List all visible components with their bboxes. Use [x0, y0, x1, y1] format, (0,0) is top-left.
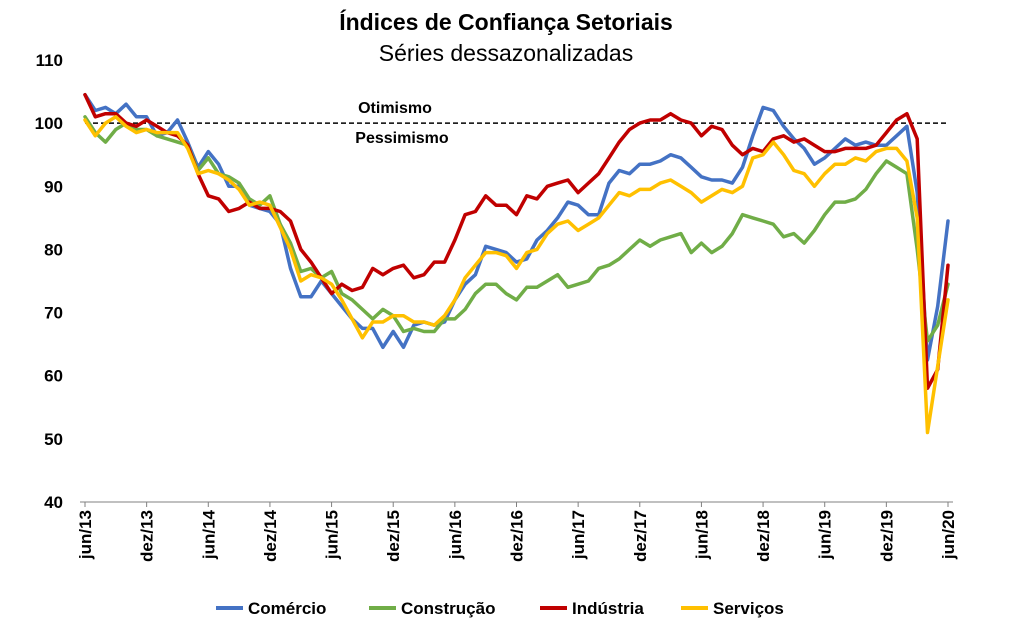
series-line-0: [83, 92, 950, 362]
x-tick-label: jun/17: [569, 510, 588, 560]
y-tick-label: 110: [36, 51, 63, 70]
reference-label-below: Pessimismo: [355, 130, 449, 147]
legend-label: Indústria: [572, 599, 644, 618]
x-tick-label: jun/19: [816, 510, 835, 560]
x-tick-label: dez/16: [508, 510, 527, 562]
chart-subtitle: Séries dessazonalizadas: [379, 40, 633, 66]
y-tick-label: 60: [44, 367, 63, 386]
x-tick-label: dez/19: [877, 510, 896, 562]
x-tick-label: jun/18: [692, 510, 711, 560]
legend-label: Construção: [401, 599, 495, 618]
x-tick-label: jun/20: [939, 510, 958, 560]
y-tick-label: 80: [44, 240, 63, 259]
x-tick-label: dez/17: [631, 510, 650, 562]
x-axis-tick-labels: jun/13 dez/13 jun/14 dez/14 jun/15 dez/15 jun/…: [76, 502, 958, 562]
y-axis-tick-labels: 110 100 90 80 70 60 50 40: [35, 51, 63, 512]
x-tick-label: jun/15: [323, 510, 342, 560]
x-tick-label: jun/16: [446, 510, 465, 560]
series-line-2: [83, 92, 950, 391]
legend-label: Comércio: [248, 599, 326, 618]
legend: Comércio Construção Indústria Serviços: [216, 599, 784, 618]
y-tick-label: 40: [44, 493, 63, 512]
x-tick-label: dez/18: [754, 510, 773, 562]
y-tick-label: 50: [44, 430, 63, 449]
legend-label: Serviços: [713, 599, 784, 618]
x-tick-label: jun/14: [199, 509, 218, 560]
reference-label-above: Otimismo: [358, 100, 432, 117]
x-tick-label: dez/13: [138, 510, 157, 562]
y-tick-label: 100: [35, 114, 63, 133]
x-tick-label: jun/13: [76, 510, 95, 560]
chart-title: Índices de Confiança Setoriais: [339, 8, 673, 35]
y-tick-label: 70: [44, 304, 63, 323]
y-tick-label: 90: [44, 177, 63, 196]
x-tick-label: dez/14: [261, 509, 280, 562]
series-lines: [83, 92, 950, 435]
series-line-3: [83, 115, 950, 435]
x-tick-label: dez/15: [384, 510, 403, 562]
series-line-1: [83, 115, 950, 343]
